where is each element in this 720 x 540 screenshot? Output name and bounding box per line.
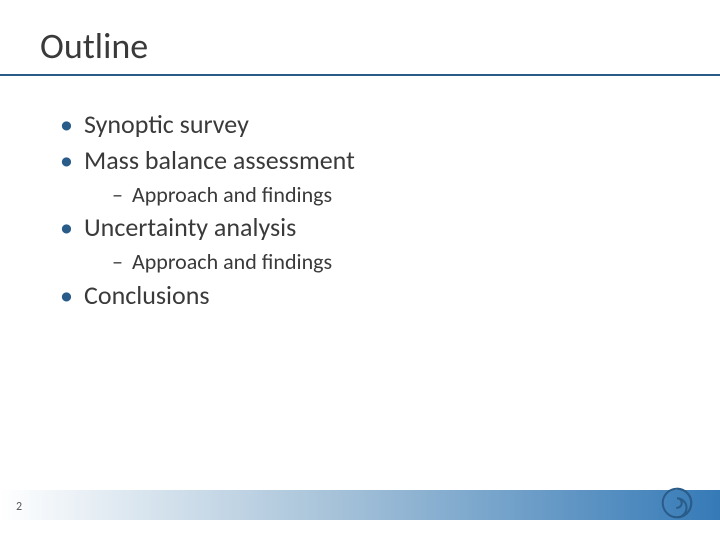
list-item-label: Conclusions xyxy=(84,279,210,311)
list-item-label: Approach and findings xyxy=(132,181,332,208)
list-item: Approach and findings xyxy=(112,180,680,210)
list-item: Uncertainty analysis Approach and findin… xyxy=(60,211,680,276)
title-underline xyxy=(0,74,720,76)
list-item: Conclusions xyxy=(60,279,680,313)
swirl-logo-icon xyxy=(660,486,694,520)
list-item: Mass balance assessment Approach and fin… xyxy=(60,144,680,209)
slide-title: Outline xyxy=(40,24,680,68)
list-item: Synoptic survey xyxy=(60,108,680,142)
list-item-label: Synoptic survey xyxy=(84,108,249,140)
page-number: 2 xyxy=(16,500,22,514)
footer-gradient-bar xyxy=(0,490,720,520)
list-item-label: Mass balance assessment xyxy=(84,144,355,176)
list-item-label: Approach and findings xyxy=(132,248,332,275)
list-item: Approach and findings xyxy=(112,247,680,277)
sub-bullet-list: Approach and findings xyxy=(84,247,680,277)
sub-bullet-list: Approach and findings xyxy=(84,180,680,210)
bullet-list: Synoptic survey Mass balance assessment … xyxy=(40,108,680,313)
list-item-label: Uncertainty analysis xyxy=(84,211,296,243)
slide: Outline Synoptic survey Mass balance ass… xyxy=(0,0,720,540)
